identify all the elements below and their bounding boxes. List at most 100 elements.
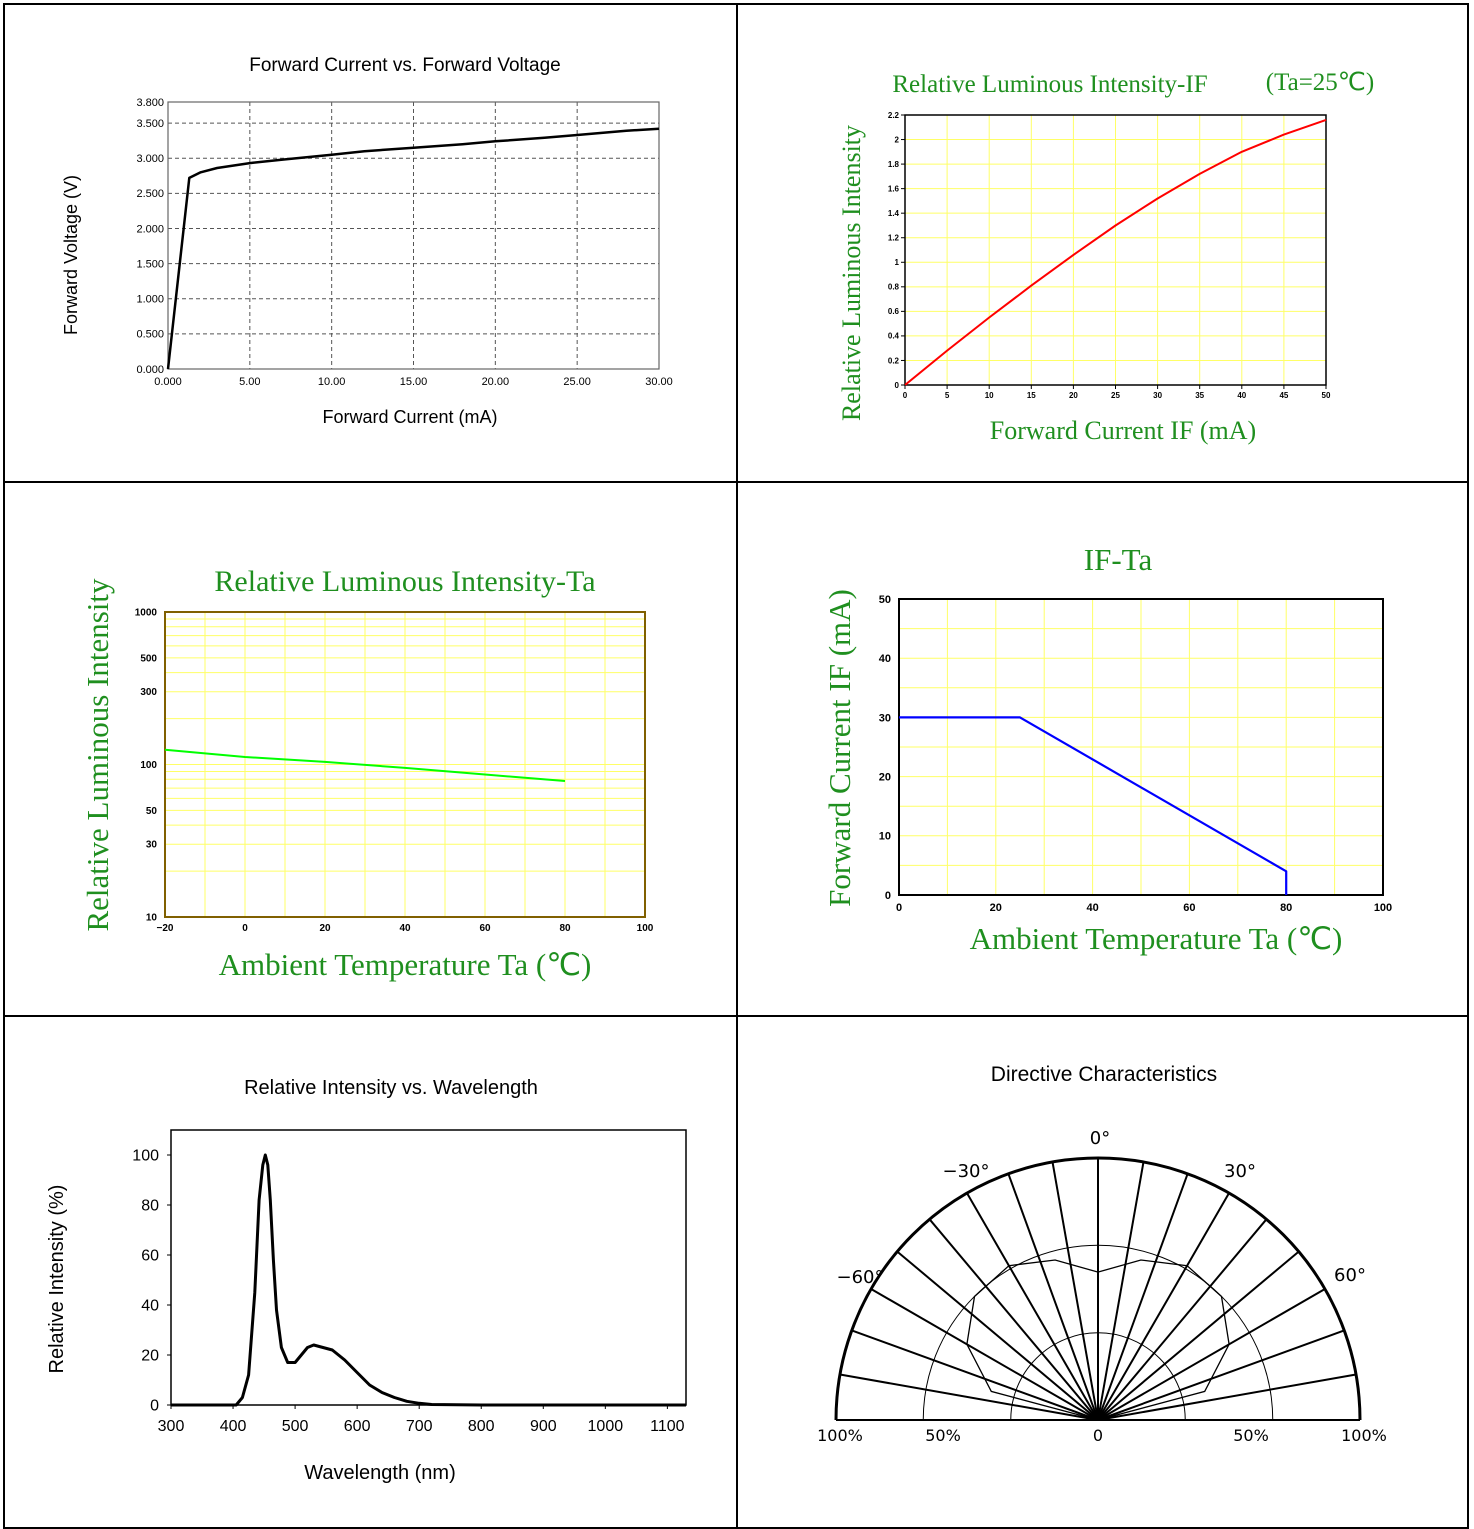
y-tick-label: 0.4 [888,332,900,341]
series-line [899,716,1288,895]
x-tick-label: 30 [1153,391,1162,400]
y-tick-label: 30 [146,840,158,851]
x-tick-label: 15 [1027,391,1036,400]
polar-spoke [870,1288,1099,1421]
y-tick-label: 100 [132,1148,159,1165]
x-tick-label: 15.00 [400,376,428,388]
x-tick-label: 0.000 [154,376,182,388]
relative-intensity-if-chart: 0 5 10 15 20 25 30 35 40 45 50 0 0.2 0.4 0.6 0.8 1 1.2 1.4… [837,69,1374,445]
x-tick-label: 5.00 [239,376,260,388]
vertical-divider [736,5,738,1529]
y-tick-label: 100 [140,760,157,771]
polar-spoke [1097,1250,1300,1421]
polar-spoke [1097,1373,1357,1421]
y-tick-label: 3.800 [136,97,164,109]
x-tick-label: 25.00 [563,376,591,388]
row-divider-2 [5,1015,1467,1017]
polar-radius-label: 50% [1233,1426,1269,1445]
spectrum-chart: 300 400 500 600 700 800 900 1000 1100 0 20 40 60 80 10… [46,1077,687,1484]
polar-spoke [966,1192,1099,1421]
x-tick-label: 100 [1374,902,1392,914]
x-tick-label: 25 [1111,391,1120,400]
x-tick-label: 0 [242,923,248,934]
series-line [904,118,1327,386]
plot-frame [164,611,646,918]
x-tick-label: 1000 [588,1418,624,1435]
polar-spoke [1097,1192,1230,1421]
y-tick-label: 50 [146,806,158,817]
x-axis-label: Ambient Temperature Ta (℃) [970,921,1343,956]
x-tick-label: 80 [559,923,571,934]
x-tick-label: 30.00 [645,376,673,388]
x-tick-label: 20 [990,902,1002,914]
y-tick-label: 0.000 [136,364,164,376]
chart-title: Forward Current vs. Forward Voltage [249,55,561,76]
plot-frame [898,598,1384,896]
polar-radius-label: 50% [925,1426,961,1445]
polar-lobe [966,1259,1230,1421]
x-tick-label: 20.00 [482,376,510,388]
y-tick-label: 0.6 [888,307,900,316]
x-tick-label: 40 [1086,902,1098,914]
x-axis-label: Forward Current (mA) [322,407,497,427]
plot-frame [167,101,660,370]
y-tick-label: 30 [879,712,891,724]
y-axis-label: Forward Voltage (V) [61,175,81,335]
y-tick-label: 1.000 [136,294,164,306]
x-tick-label: 45 [1279,391,1288,400]
y-tick-label: 40 [141,1298,159,1315]
polar-radius-label: 0 [1093,1426,1103,1445]
y-tick-label: 20 [879,771,891,783]
y-tick-label: 3.500 [136,118,164,130]
polar-spoke [1097,1161,1145,1421]
y-tick-label: 1.6 [888,184,900,193]
forward-voltage-chart: 0.000 5.00 10.00 15.00 20.00 25.00 30.00 0.000 0… [61,55,673,427]
y-tick-label: 10 [879,831,891,843]
x-tick-label: 50 [1322,391,1331,400]
x-tick-label: 10 [985,391,994,400]
x-tick-label: 1100 [650,1418,685,1435]
x-tick-label: 35 [1195,391,1204,400]
x-tick-label: 10.00 [318,376,346,388]
x-tick-label: 600 [344,1418,371,1435]
polar-spoke [1097,1173,1189,1421]
x-tick-label: 60 [479,923,491,934]
x-tick-label: 40 [399,923,411,934]
polar-radius-label: 100% [817,1426,863,1445]
y-tick-label: 300 [140,687,157,698]
x-axis-label: Ambient Temperature Ta (℃) [219,947,592,982]
y-tick-label: 0.2 [888,356,900,365]
cell-iv: 0 5 10 15 20 25 30 35 40 45 50 0 0.2 0.4 0.6 0.8 1 1.2 1.4… [738,5,1467,481]
cell-polar: Directive Characteristics 0° −30° 30° −60° 60… [738,1017,1467,1529]
cell-ifta: 0 20 40 60 80 100 0 10 20 30 40 50 IF-Ta Ambient Temp… [738,483,1467,1015]
polar-angle-label: −60° [837,1267,884,1288]
x-tick-label: 800 [468,1418,495,1435]
polar-spoke [1097,1329,1345,1421]
y-axis-label: Relative Luminous Intensity [837,125,866,421]
series-line [164,748,566,782]
polar-spoke [1097,1218,1268,1421]
chart-title: Relative Intensity vs. Wavelength [244,1077,538,1099]
x-tick-label: 300 [158,1418,185,1435]
y-axis-label: Relative Intensity (%) [46,1185,68,1374]
x-tick-label: 60 [1183,902,1195,914]
x-tick-label: 0 [896,902,902,914]
x-tick-label: 400 [220,1418,247,1435]
x-axis-label: Wavelength (nm) [304,1462,456,1484]
y-tick-label: 20 [141,1348,159,1365]
x-tick-label: 0 [903,391,908,400]
polar-angle-label: 60° [1334,1265,1366,1286]
y-tick-label: 1.500 [136,258,164,270]
y-tick-label: 3.000 [136,153,164,165]
polar-spoke [896,1250,1099,1421]
y-tick-label: 1.8 [888,160,900,169]
y-tick-label: 10 [146,913,158,924]
x-axis-label: Forward Current IF (mA) [990,416,1256,445]
cell-ta: −20 0 20 40 60 80 100 10 30 50 100 300 500 1000 Relati… [5,483,736,1015]
series-line [171,1153,686,1407]
x-tick-label: 20 [319,923,331,934]
y-tick-label: 0.500 [136,329,164,341]
y-tick-label: 2.500 [136,188,164,200]
y-tick-label: 1.2 [888,234,900,243]
y-tick-label: 1000 [135,608,158,619]
